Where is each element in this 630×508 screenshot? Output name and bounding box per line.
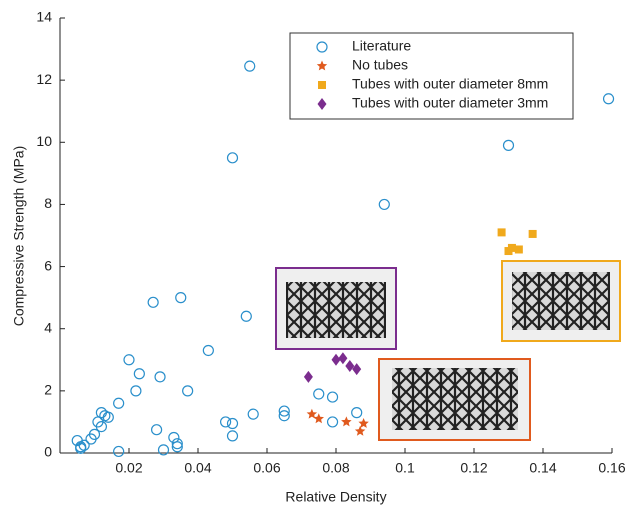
x-tick-label: 0.1: [395, 460, 415, 476]
marker: [147, 296, 159, 308]
legend-marker: [318, 81, 326, 89]
marker: [154, 371, 166, 383]
marker: [113, 445, 125, 458]
marker: [514, 245, 523, 254]
marker: [341, 416, 352, 427]
marker: [75, 442, 87, 454]
x-tick-label: 0.14: [529, 460, 556, 476]
y-tick-label: 14: [36, 9, 52, 25]
marker: [226, 430, 239, 442]
marker: [78, 439, 90, 451]
marker: [182, 385, 194, 397]
x-tick-label: 0.06: [253, 460, 280, 476]
legend-marker: [317, 98, 327, 110]
marker: [171, 441, 183, 453]
marker: [220, 416, 232, 428]
marker: [338, 352, 348, 365]
marker: [602, 93, 615, 105]
marker: [123, 354, 135, 366]
marker: [202, 344, 214, 357]
marker: [278, 405, 290, 417]
marker: [507, 243, 516, 252]
y-tick-label: 4: [44, 319, 52, 335]
legend-label: Tubes with outer diameter 8mm: [352, 76, 548, 92]
photo-8mm: [501, 260, 621, 342]
x-tick-label: 0.04: [184, 460, 211, 476]
marker: [226, 417, 239, 430]
x-tick-label: 0.02: [115, 460, 142, 476]
marker: [331, 353, 341, 366]
marker: [88, 428, 101, 440]
y-tick-label: 2: [44, 382, 52, 398]
marker: [497, 228, 506, 237]
photo-no-tubes: [378, 358, 531, 441]
marker: [306, 408, 318, 419]
y-tick-label: 12: [36, 71, 52, 87]
marker: [168, 431, 180, 444]
marker: [351, 407, 363, 419]
legend-marker: [316, 60, 328, 71]
x-tick-label: 0.12: [460, 460, 487, 476]
marker: [244, 60, 256, 72]
x-axis-label: Relative Density: [285, 489, 386, 505]
marker: [278, 410, 290, 422]
marker: [502, 139, 515, 151]
x-tick-label: 0.16: [598, 460, 625, 476]
marker: [240, 310, 252, 322]
y-tick-label: 6: [44, 257, 52, 273]
marker: [303, 370, 313, 383]
marker: [151, 424, 163, 436]
marker: [102, 411, 114, 423]
legend-label: Literature: [352, 38, 411, 54]
marker: [326, 391, 339, 403]
marker: [157, 444, 170, 456]
marker: [130, 385, 142, 397]
marker: [345, 360, 355, 372]
marker: [226, 152, 239, 164]
marker: [358, 418, 369, 428]
marker: [313, 413, 324, 424]
marker: [95, 420, 108, 433]
marker: [175, 292, 187, 304]
legend-marker: [316, 41, 328, 53]
marker: [528, 229, 537, 238]
legend: [289, 32, 574, 120]
marker: [378, 198, 390, 211]
marker: [171, 438, 183, 450]
photo-3mm: [275, 267, 397, 350]
marker: [247, 408, 259, 420]
y-tick-label: 8: [44, 195, 52, 211]
x-tick-label: 0.08: [322, 460, 349, 476]
marker: [326, 416, 339, 428]
marker: [113, 397, 125, 409]
y-tick-label: 0: [44, 444, 52, 460]
legend-label: Tubes with outer diameter 3mm: [352, 95, 548, 111]
y-tick-label: 10: [36, 133, 52, 149]
marker: [133, 368, 145, 380]
marker: [313, 388, 325, 400]
y-axis-label: Compressive Strength (MPa): [11, 146, 27, 327]
marker: [352, 363, 362, 376]
legend-label: No tubes: [352, 57, 408, 73]
marker: [354, 425, 366, 436]
